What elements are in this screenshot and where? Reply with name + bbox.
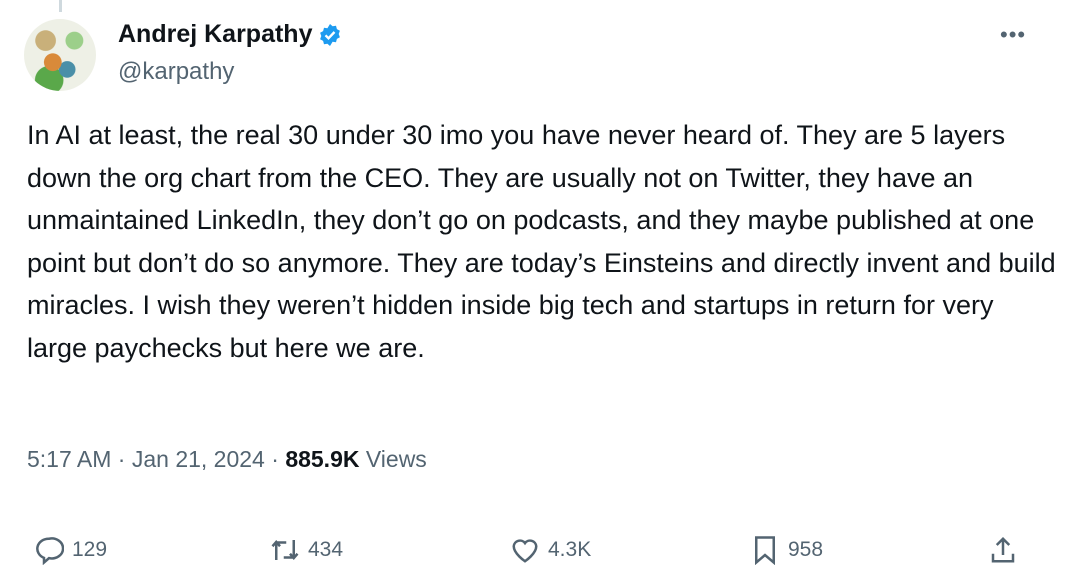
avatar[interactable] bbox=[24, 19, 96, 91]
repost-count: 434 bbox=[308, 538, 344, 561]
tweet-time[interactable]: 5:17 AM bbox=[27, 446, 112, 472]
share-icon bbox=[991, 536, 1015, 563]
like-count: 4.3K bbox=[548, 538, 592, 561]
views-count: 885.9K bbox=[285, 446, 360, 472]
bookmark-count: 958 bbox=[788, 538, 824, 561]
repost-icon bbox=[271, 539, 299, 561]
separator: · bbox=[117, 446, 126, 472]
heart-icon bbox=[512, 539, 538, 563]
author-name-text: Andrej Karpathy bbox=[118, 20, 313, 48]
views-label: Views bbox=[365, 446, 427, 472]
separator: · bbox=[271, 446, 279, 472]
thread-line bbox=[59, 0, 62, 12]
reply-count: 129 bbox=[72, 538, 108, 561]
bookmark-button[interactable]: 958 bbox=[750, 535, 823, 565]
reply-button[interactable]: 129 bbox=[34, 535, 107, 565]
repost-button[interactable]: 434 bbox=[270, 535, 343, 565]
bookmark-icon bbox=[755, 536, 775, 565]
verified-badge-icon bbox=[320, 23, 341, 46]
share-button[interactable] bbox=[988, 535, 1018, 565]
action-bar: 129 434 4.3K 958 bbox=[0, 535, 1080, 567]
tweet-date[interactable]: Jan 21, 2024 bbox=[131, 446, 265, 472]
like-button[interactable]: 4.3K bbox=[510, 535, 591, 565]
reply-icon bbox=[36, 537, 64, 565]
author-name[interactable]: Andrej Karpathy bbox=[118, 20, 342, 49]
author-handle[interactable]: @karpathy bbox=[118, 58, 235, 85]
more-options-icon[interactable]: ••• bbox=[1000, 22, 1027, 47]
tweet-text: In AI at least, the real 30 under 30 imo… bbox=[27, 120, 1056, 363]
tweet-meta: 5:17 AM · Jan 21, 2024 · 885.9K Views bbox=[27, 446, 427, 473]
